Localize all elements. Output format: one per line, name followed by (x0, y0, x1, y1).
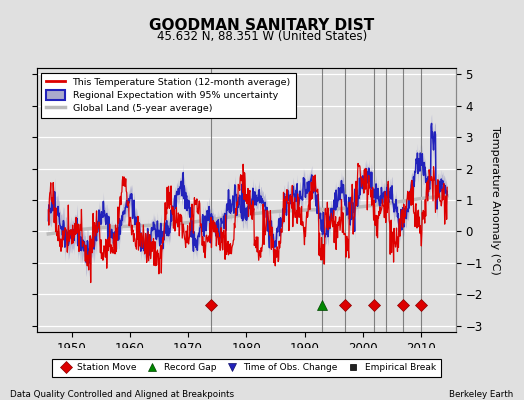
Legend: Station Move, Record Gap, Time of Obs. Change, Empirical Break: Station Move, Record Gap, Time of Obs. C… (52, 359, 441, 377)
Text: Data Quality Controlled and Aligned at Breakpoints: Data Quality Controlled and Aligned at B… (10, 390, 235, 399)
Y-axis label: Temperature Anomaly (°C): Temperature Anomaly (°C) (490, 126, 500, 274)
Text: Berkeley Earth: Berkeley Earth (449, 390, 514, 399)
Text: GOODMAN SANITARY DIST: GOODMAN SANITARY DIST (149, 18, 375, 33)
Text: 45.632 N, 88.351 W (United States): 45.632 N, 88.351 W (United States) (157, 30, 367, 43)
Legend: This Temperature Station (12-month average), Regional Expectation with 95% uncer: This Temperature Station (12-month avera… (41, 73, 296, 118)
